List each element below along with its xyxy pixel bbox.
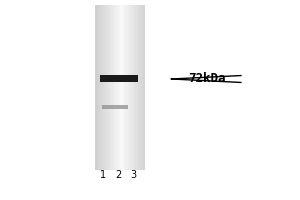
- Bar: [103, 5, 105, 170]
- Text: 1: 1: [100, 170, 106, 180]
- Bar: [125, 5, 128, 170]
- Bar: [107, 5, 110, 170]
- Bar: [122, 5, 125, 170]
- Bar: [98, 5, 100, 170]
- Bar: [135, 5, 137, 170]
- Bar: [120, 5, 122, 170]
- Bar: [137, 5, 140, 170]
- Text: 3: 3: [130, 170, 136, 180]
- Bar: [133, 5, 135, 170]
- Bar: [130, 5, 133, 170]
- Text: 72kDa: 72kDa: [188, 72, 226, 86]
- Bar: [102, 105, 128, 109]
- Bar: [118, 5, 120, 170]
- Bar: [142, 5, 145, 170]
- Bar: [100, 75, 138, 82]
- Bar: [115, 5, 118, 170]
- Bar: [128, 5, 130, 170]
- Bar: [112, 5, 115, 170]
- Bar: [95, 5, 98, 170]
- Bar: [105, 5, 107, 170]
- Bar: [100, 5, 103, 170]
- Bar: [110, 5, 112, 170]
- Bar: [140, 5, 142, 170]
- Bar: [95, 5, 145, 170]
- Text: 2: 2: [115, 170, 121, 180]
